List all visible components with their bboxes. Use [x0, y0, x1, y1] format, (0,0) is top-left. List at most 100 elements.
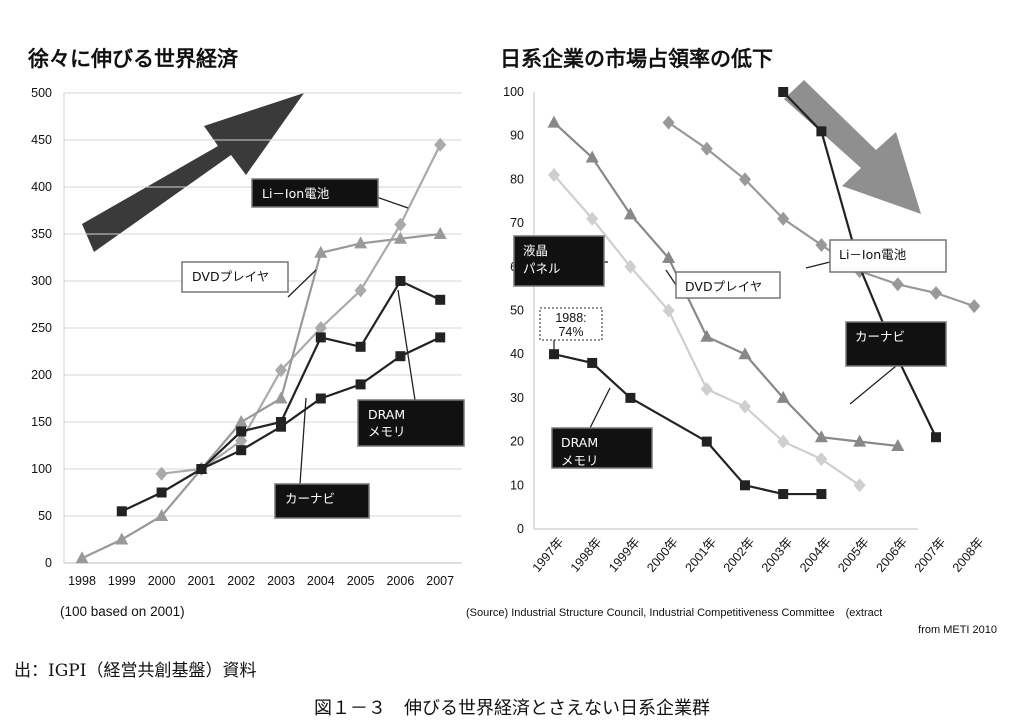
right-series-0-point — [623, 207, 637, 220]
right-series-3-point — [739, 172, 751, 187]
right-series-4-point — [816, 126, 827, 137]
left-series-1-point — [234, 415, 248, 427]
right-label-leader-0 — [665, 269, 677, 286]
right-chart: 01020304050607080901001997年1998年1999年200… — [503, 85, 986, 575]
right-x-tick-label: 2004年 — [797, 535, 834, 575]
left-series-0-point — [314, 321, 327, 335]
left-series-2-point — [355, 341, 366, 352]
left-chart-note: (100 based on 2001) — [60, 604, 185, 619]
left-series-label-2: DRAM — [368, 407, 405, 422]
right-label-box-0 — [675, 271, 781, 299]
right-y-tick-label: 0 — [517, 522, 524, 536]
right-series-label-1: パネル — [523, 261, 561, 276]
left-series-1-point — [433, 227, 447, 239]
right-x-tick-label: 2008年 — [950, 535, 987, 575]
left-series-1-point — [155, 509, 169, 521]
right-y-tick-label: 10 — [510, 478, 524, 492]
right-y-tick-label: 50 — [510, 304, 524, 318]
right-series-2-point — [778, 489, 789, 500]
right-series-0-point — [738, 347, 752, 360]
right-series-line-2 — [553, 353, 822, 496]
left-x-tick-label: 2006 — [386, 574, 414, 588]
right-series-0-point — [662, 251, 676, 264]
left-x-tick-label: 2005 — [347, 574, 375, 588]
right-series-0-point — [700, 329, 714, 342]
right-label-leader-3 — [805, 261, 831, 269]
right-series-3-point — [930, 286, 942, 301]
left-label-box-0 — [251, 178, 379, 208]
right-label-box-4 — [845, 321, 947, 367]
left-x-tick-label: 2002 — [227, 574, 255, 588]
left-series-label-2: メモリ — [368, 424, 406, 439]
left-series-1-point — [314, 245, 328, 258]
left-series-line-1 — [81, 232, 441, 560]
left-series-0-point — [275, 363, 287, 378]
left-series-1-point — [75, 551, 89, 564]
right-series-label-2: DRAM — [561, 435, 598, 450]
right-series-0-point — [585, 150, 599, 163]
left-series-0-point — [155, 466, 168, 481]
right-y-tick-label: 40 — [510, 347, 524, 361]
rising-arrow-icon — [82, 93, 304, 252]
right-x-tick-label: 2006年 — [873, 535, 910, 575]
left-series-line-0 — [161, 144, 442, 475]
left-series-2-point — [156, 487, 167, 498]
left-series-3-point — [236, 445, 247, 456]
right-label-box-1 — [513, 235, 605, 287]
right-series-2-point — [587, 357, 598, 368]
left-y-tick-label: 300 — [31, 274, 52, 288]
right-series-2-point — [701, 436, 712, 447]
right-series-0-point — [891, 438, 905, 451]
right-x-tick-label: 2000年 — [644, 535, 681, 575]
left-x-tick-label: 1998 — [68, 574, 96, 588]
falling-arrow-icon — [784, 80, 921, 214]
right-chart-title: 日系企業の市場占領率の低下 — [500, 47, 773, 71]
right-series-3-point — [968, 299, 981, 314]
right-x-tick-label: 2007年 — [912, 535, 949, 575]
left-series-1-point — [354, 236, 368, 249]
right-series-label-0: DVDプレイヤ — [685, 279, 762, 294]
right-y-tick-label: 30 — [510, 391, 524, 405]
right-series-2-point — [625, 392, 636, 403]
left-series-2-point — [116, 506, 127, 517]
left-series-2-point — [435, 294, 446, 305]
left-label-box-3 — [274, 483, 370, 519]
right-y-tick-label: 80 — [510, 172, 524, 186]
left-label-leader-1 — [287, 269, 317, 298]
figure-source-note: 出：IGPI（経営共創基盤）資料 — [14, 661, 256, 681]
right-series-0-point — [776, 390, 790, 403]
right-x-tick-label: 2001年 — [682, 535, 719, 575]
left-series-0-point — [434, 137, 447, 152]
left-y-tick-label: 450 — [31, 133, 52, 147]
left-series-1-point — [393, 231, 407, 244]
right-series-1-point — [624, 259, 637, 274]
right-series-2-point — [549, 349, 559, 360]
left-y-tick-label: 150 — [31, 415, 52, 429]
left-series-3-point — [315, 393, 326, 404]
right-x-tick-label: 2003年 — [759, 535, 796, 575]
right-series-1-point — [853, 478, 866, 493]
right-series-3-point — [777, 211, 790, 226]
left-x-tick-label: 2004 — [307, 574, 335, 588]
right-x-tick-label: 1997年 — [530, 535, 567, 575]
right-series-3-point — [891, 277, 904, 292]
left-series-1-point — [274, 391, 288, 404]
left-chart-title: 徐々に伸びる世界経済 — [27, 47, 239, 71]
right-x-tick-label: 1999年 — [606, 535, 643, 575]
left-x-tick-label: 2001 — [187, 574, 215, 588]
right-series-1-point — [815, 452, 828, 467]
right-series-3-point — [662, 115, 675, 130]
annotation-text: 74% — [558, 325, 583, 339]
left-series-3-point — [355, 379, 366, 390]
left-x-tick-label: 2000 — [148, 574, 176, 588]
left-series-label-0: Li－Ion電池 — [262, 186, 330, 201]
left-series-0-point — [354, 283, 367, 298]
left-series-2-point — [236, 426, 247, 437]
right-y-tick-label: 70 — [510, 216, 524, 230]
left-label-box-1 — [181, 261, 289, 293]
left-y-tick-label: 250 — [31, 321, 52, 335]
right-series-3-point — [815, 237, 828, 252]
left-x-tick-label: 2003 — [267, 574, 295, 588]
left-series-3-point — [196, 464, 207, 474]
right-chart-source-cont: from METI 2010 — [918, 624, 997, 636]
